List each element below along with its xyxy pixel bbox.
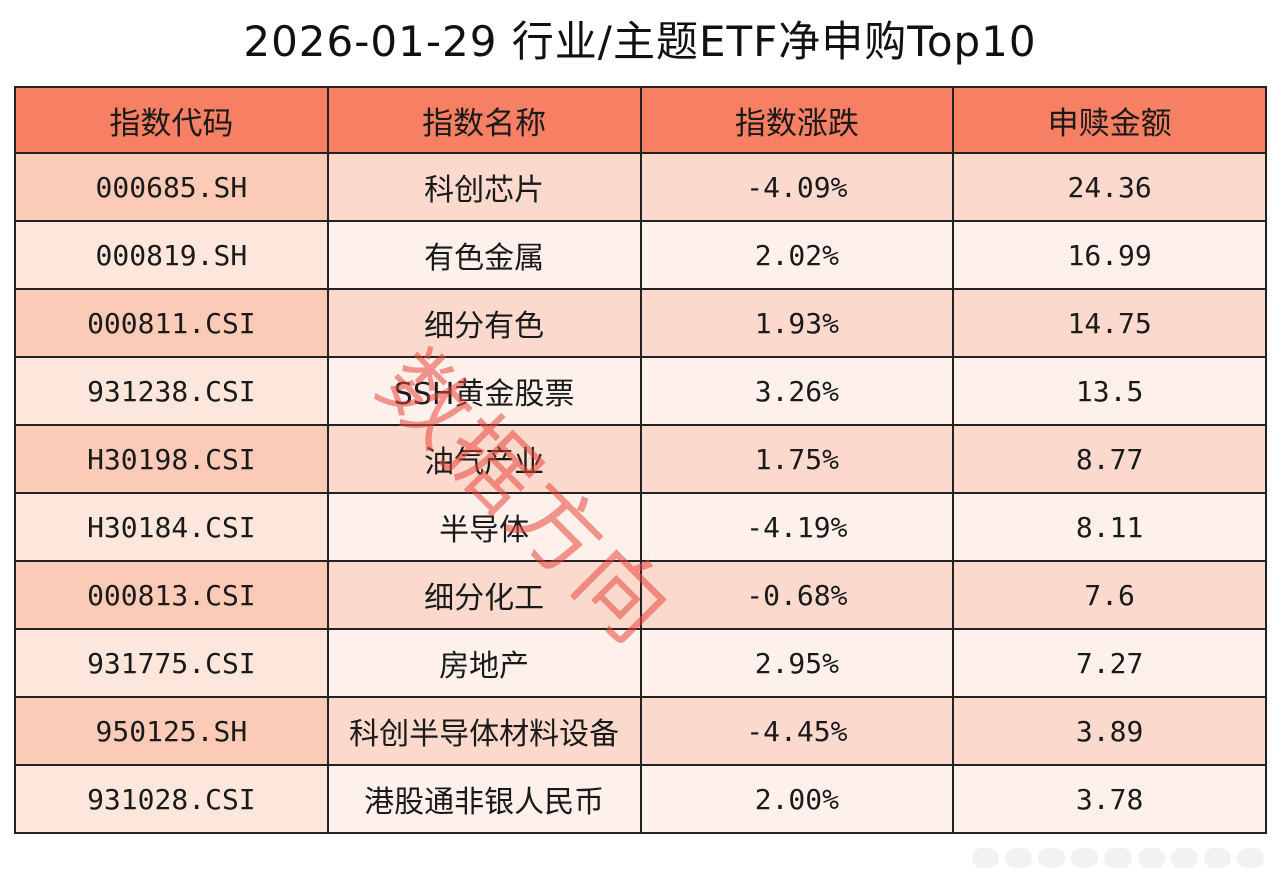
- index-code-cell: 931028.CSI: [14, 764, 329, 834]
- index-change-cell: -4.09%: [639, 152, 955, 222]
- indicator-dot: [1071, 848, 1099, 868]
- indicator-dot: [1104, 848, 1132, 868]
- index-change-cell: 1.75%: [639, 424, 955, 494]
- indicator-dot: [1236, 848, 1264, 868]
- index-name-cell: 细分有色: [326, 288, 642, 358]
- indicator-dot: [972, 848, 1000, 868]
- index-code-cell: 950125.SH: [14, 696, 329, 766]
- index-change-cell: 1.93%: [639, 288, 955, 358]
- column-header: 指数名称: [326, 86, 642, 154]
- index-code-cell: 000811.CSI: [14, 288, 329, 358]
- table-row: H30184.CSI 半导体 -4.19% 8.11: [14, 492, 1267, 562]
- flow-amount-cell: 7.27: [952, 628, 1267, 698]
- flow-amount-cell: 7.6: [952, 560, 1267, 630]
- flow-amount-cell: 8.11: [952, 492, 1267, 562]
- indicator-dot: [1137, 848, 1165, 868]
- table-header-row: 指数代码 指数名称 指数涨跌 申赎金额: [14, 86, 1267, 154]
- indicator-dot: [1005, 848, 1033, 868]
- indicator-dot: [1203, 848, 1231, 868]
- index-code-cell: 000819.SH: [14, 220, 329, 290]
- table-row: 931775.CSI 房地产 2.95% 7.27: [14, 628, 1267, 698]
- index-change-cell: 2.95%: [639, 628, 955, 698]
- index-code-cell: 931775.CSI: [14, 628, 329, 698]
- index-code-cell: H30184.CSI: [14, 492, 329, 562]
- index-change-cell: 3.26%: [639, 356, 955, 426]
- index-name-cell: 科创芯片: [326, 152, 642, 222]
- index-change-cell: -4.19%: [639, 492, 955, 562]
- etf-table: 指数代码 指数名称 指数涨跌 申赎金额 000685.SH 科创芯片 -4.09% 2…: [14, 86, 1267, 834]
- index-change-cell: -0.68%: [639, 560, 955, 630]
- index-name-cell: 科创半导体材料设备: [326, 696, 642, 766]
- index-change-cell: 2.02%: [639, 220, 955, 290]
- index-change-cell: -4.45%: [639, 696, 955, 766]
- index-name-cell: 半导体: [326, 492, 642, 562]
- chart-title: 2026-01-29 行业/主题ETF净申购Top10: [243, 17, 1037, 66]
- flow-amount-cell: 3.78: [952, 764, 1267, 834]
- index-code-cell: H30198.CSI: [14, 424, 329, 494]
- index-name-cell: 有色金属: [326, 220, 642, 290]
- indicator-dot: [1170, 848, 1198, 868]
- table-row: H30198.CSI 油气产业 1.75% 8.77: [14, 424, 1267, 494]
- table-row: 931028.CSI 港股通非银人民币 2.00% 3.78: [14, 764, 1267, 834]
- table-row: 000819.SH 有色金属 2.02% 16.99: [14, 220, 1267, 290]
- index-name-cell: 油气产业: [326, 424, 642, 494]
- table-body: 000685.SH 科创芯片 -4.09% 24.36 000819.SH 有色金属 2.0…: [14, 152, 1267, 834]
- index-name-cell: 港股通非银人民币: [326, 764, 642, 834]
- table-row: 950125.SH 科创半导体材料设备 -4.45% 3.89: [14, 696, 1267, 766]
- flow-amount-cell: 24.36: [952, 152, 1267, 222]
- index-name-cell: 房地产: [326, 628, 642, 698]
- table-row: 000813.CSI 细分化工 -0.68% 7.6: [14, 560, 1267, 630]
- table-row: 000685.SH 科创芯片 -4.09% 24.36: [14, 152, 1267, 222]
- column-header: 申赎金额: [952, 86, 1267, 154]
- flow-amount-cell: 16.99: [952, 220, 1267, 290]
- flow-amount-cell: 13.5: [952, 356, 1267, 426]
- index-code-cell: 000813.CSI: [14, 560, 329, 630]
- table-row: 931238.CSI SSH黄金股票 3.26% 13.5: [14, 356, 1267, 426]
- column-header: 指数涨跌: [639, 86, 955, 154]
- column-header: 指数代码: [14, 86, 329, 154]
- table-row: 000811.CSI 细分有色 1.93% 14.75: [14, 288, 1267, 358]
- index-change-cell: 2.00%: [639, 764, 955, 834]
- flow-amount-cell: 14.75: [952, 288, 1267, 358]
- flow-amount-cell: 8.77: [952, 424, 1267, 494]
- index-name-cell: SSH黄金股票: [326, 356, 642, 426]
- flow-amount-cell: 3.89: [952, 696, 1267, 766]
- index-code-cell: 000685.SH: [14, 152, 329, 222]
- index-name-cell: 细分化工: [326, 560, 642, 630]
- page-indicator: [972, 846, 1264, 870]
- index-code-cell: 931238.CSI: [14, 356, 329, 426]
- indicator-dot: [1038, 848, 1066, 868]
